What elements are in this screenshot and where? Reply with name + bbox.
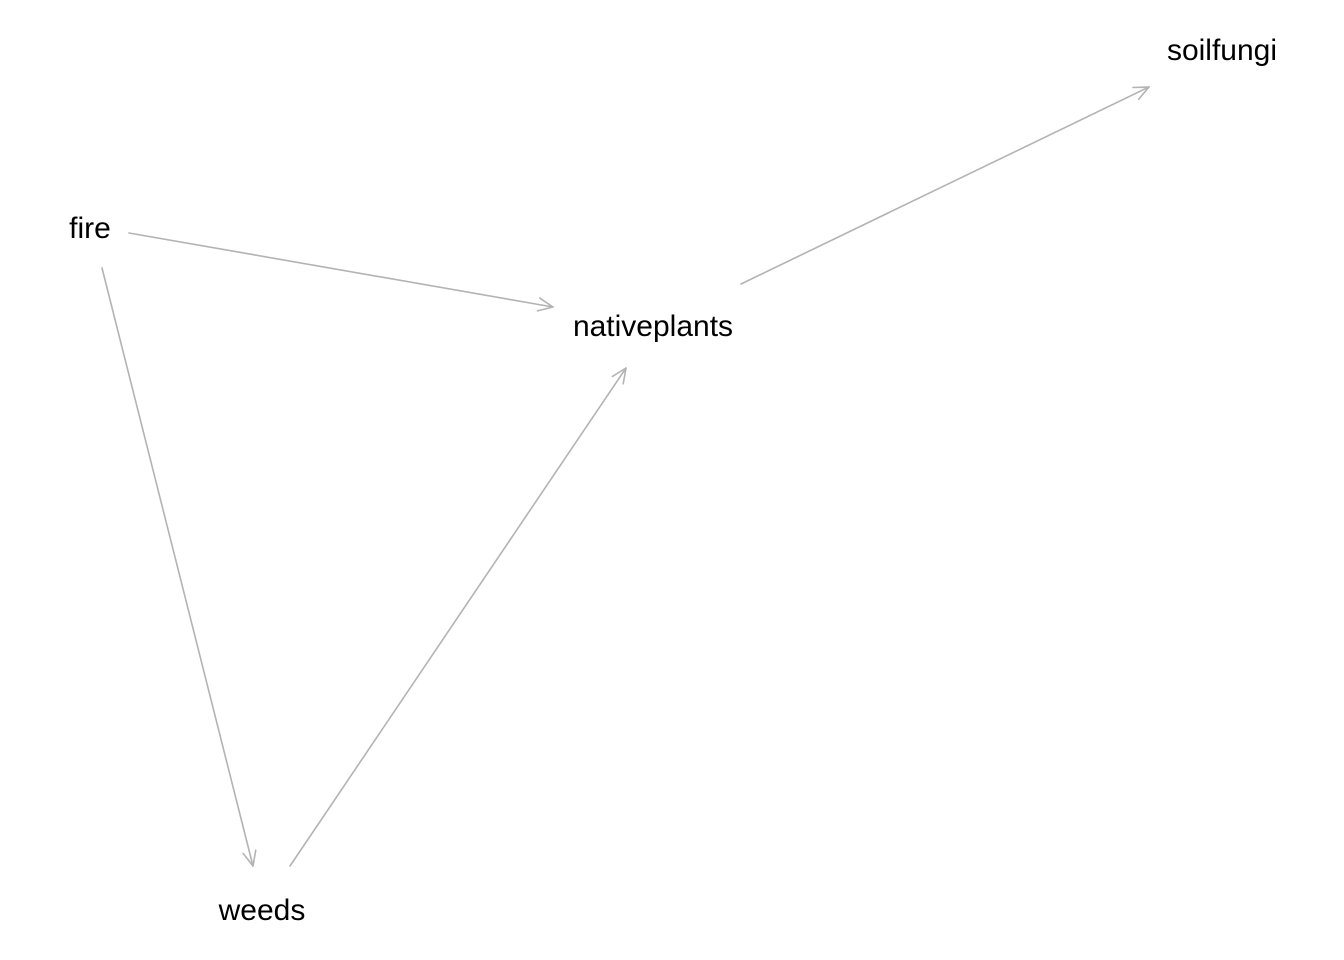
arrowhead-icon <box>611 367 627 385</box>
node-soilfungi: soilfungi <box>1167 34 1277 67</box>
edge-line <box>740 86 1150 285</box>
node-weeds: weeds <box>218 894 306 927</box>
edge-line <box>289 367 627 867</box>
edge-fire-to-weeds <box>101 267 257 867</box>
edge-nativeplants-to-soilfungi <box>740 86 1150 285</box>
edge-weeds-to-nativeplants <box>289 367 627 867</box>
node-fire: fire <box>69 212 111 245</box>
arrowhead-icon <box>242 849 257 867</box>
nodes-layer: fire nativeplants weeds soilfungi <box>69 34 1277 927</box>
arrowhead-icon <box>536 297 554 312</box>
edges-layer <box>101 86 1150 867</box>
node-nativeplants: nativeplants <box>573 310 733 343</box>
edge-line <box>128 232 554 308</box>
arrowhead-icon <box>1132 86 1150 101</box>
edge-line <box>101 267 254 867</box>
edge-fire-to-nativeplants <box>128 232 554 312</box>
